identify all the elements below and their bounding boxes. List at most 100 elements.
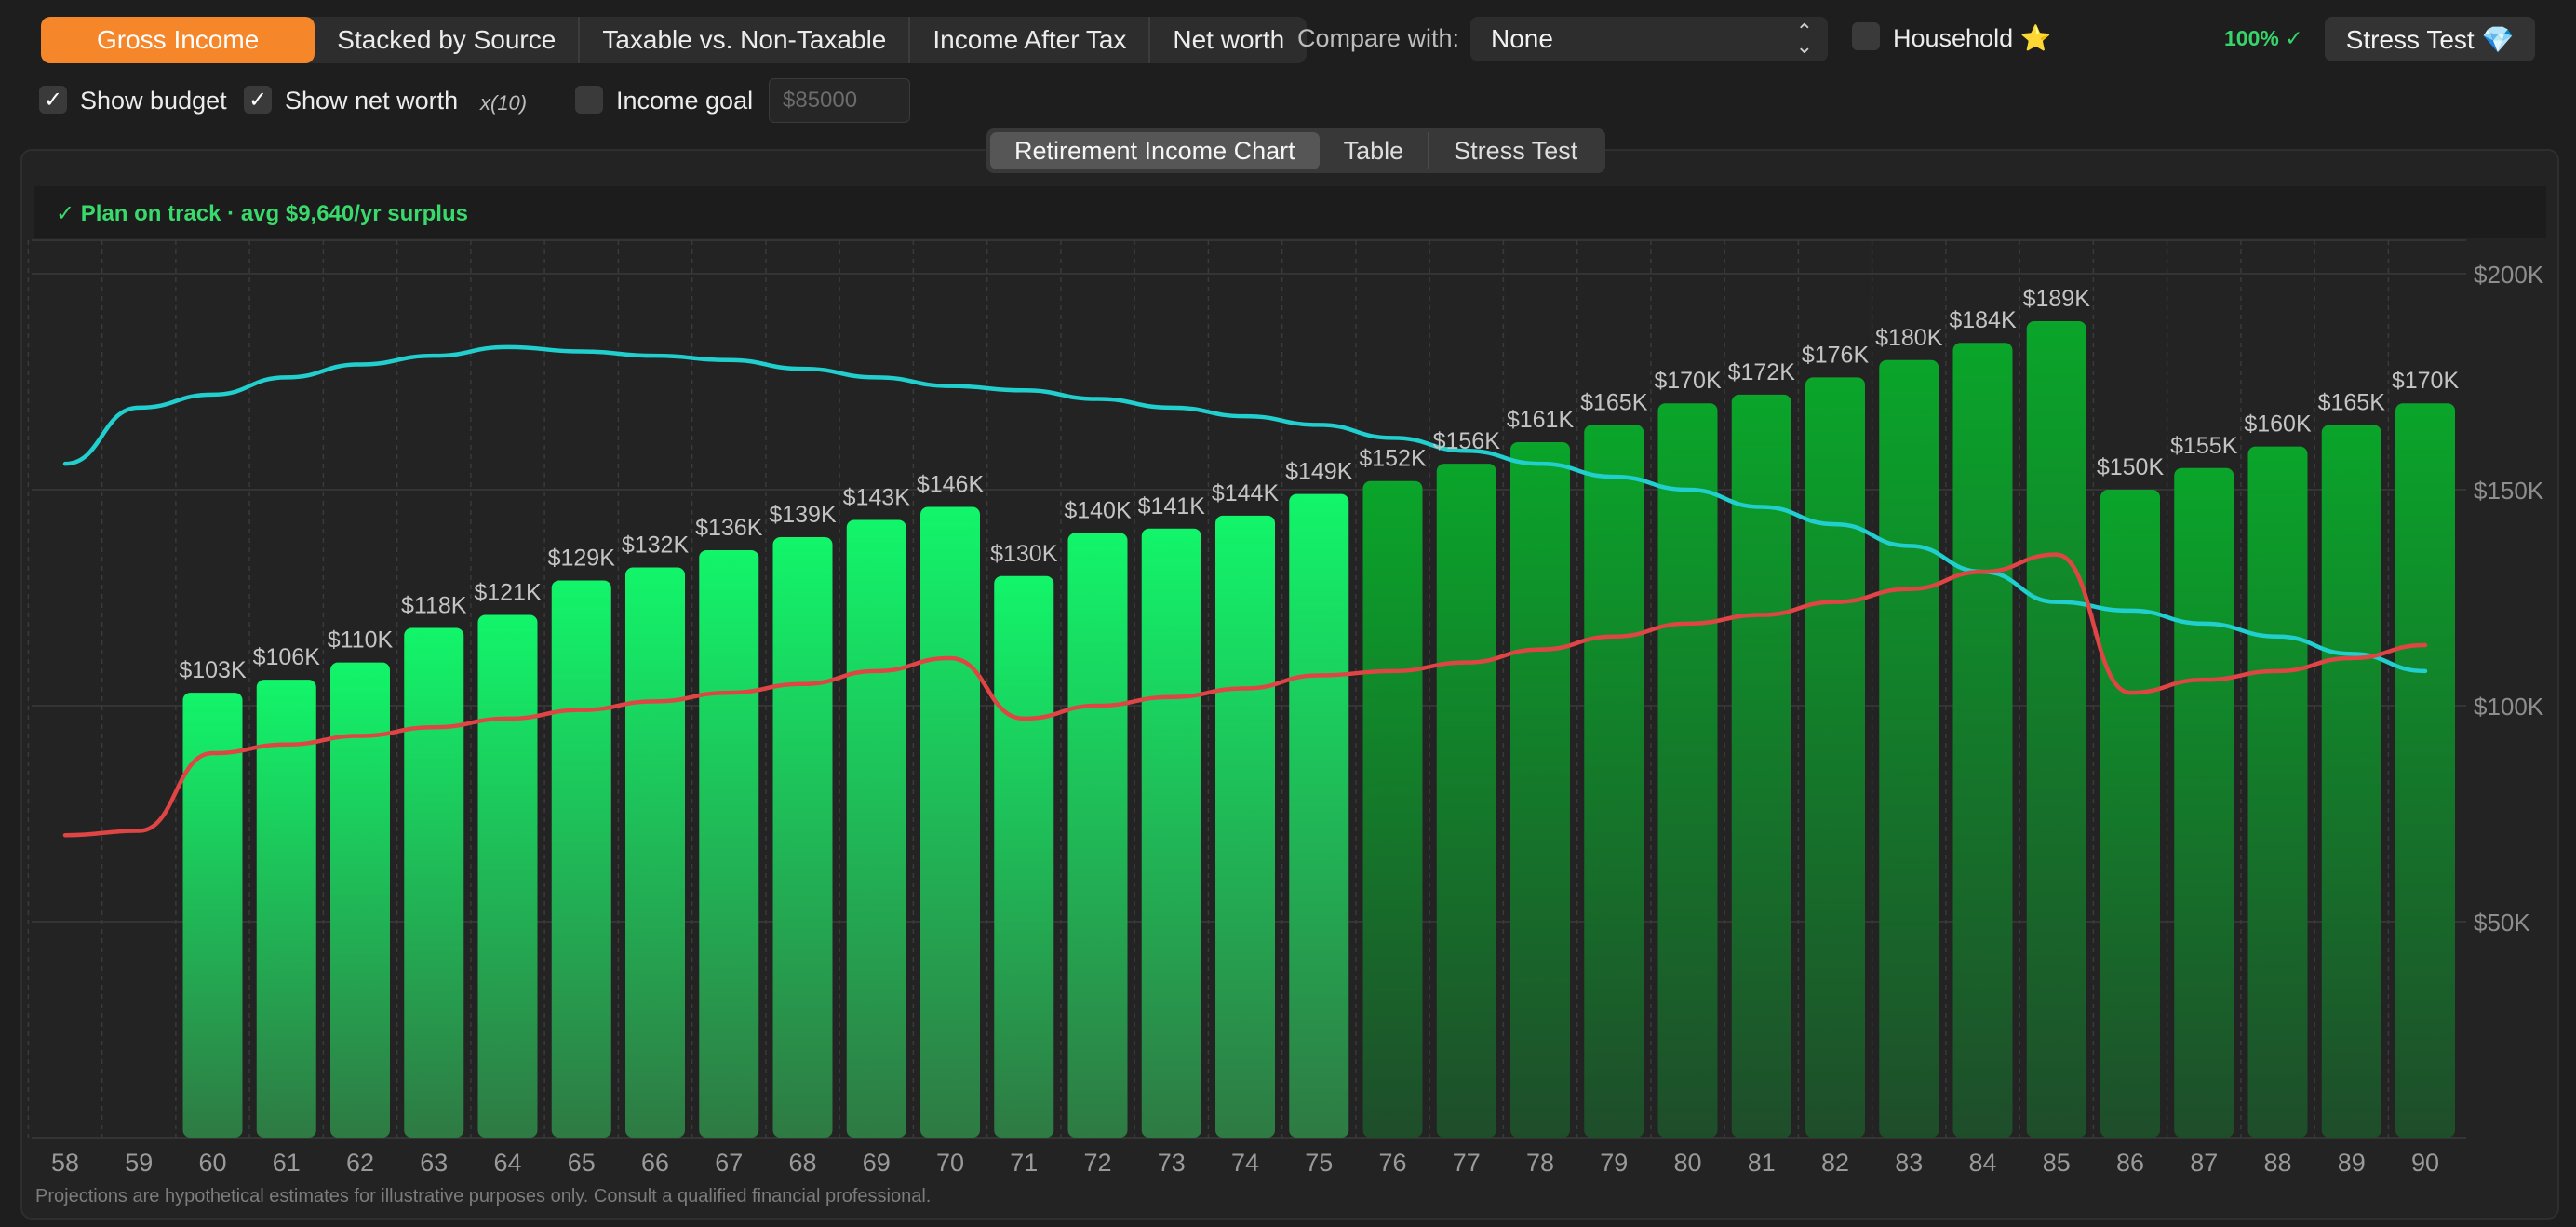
x-tick-label: 61 <box>273 1149 301 1177</box>
bar-value-label: $140K <box>1064 497 1132 523</box>
household-label: Household ⭐ <box>1893 24 2052 52</box>
x-tick-label: 67 <box>715 1149 743 1177</box>
x-tick-label: 86 <box>2116 1149 2144 1177</box>
tab-retirement-income-chart[interactable]: Retirement Income Chart <box>990 132 1320 169</box>
bar-value-label: $146K <box>917 472 985 498</box>
x-tick-label: 80 <box>1673 1149 1701 1177</box>
net-worth-line <box>62 344 2428 674</box>
y-tick-label: $150K <box>2474 477 2544 505</box>
disclaimer: Projections are hypothetical estimates f… <box>35 1186 932 1207</box>
income-bar <box>2321 425 2381 1138</box>
income-goal-input[interactable]: $85000 <box>769 78 910 123</box>
bar-value-label: $155K <box>2170 433 2238 459</box>
income-bar <box>994 575 1054 1138</box>
show-budget-checkbox[interactable]: ✓ <box>39 86 67 114</box>
compare-value: None <box>1491 24 1553 53</box>
stress-test-button[interactable]: Stress Test 💎 <box>2325 17 2535 61</box>
income-bar <box>1879 359 1939 1138</box>
bar-value-label: $149K <box>1285 459 1353 485</box>
compare-select[interactable]: None ⌃ ⌄ <box>1470 17 1828 61</box>
view-selector: Gross Income Stacked by Source Taxable v… <box>41 17 1308 63</box>
x-tick-label: 69 <box>863 1149 891 1177</box>
x-tick-label: 77 <box>1453 1149 1481 1177</box>
bar-value-label: $144K <box>1212 480 1280 506</box>
x-tick-label: 75 <box>1305 1149 1333 1177</box>
bar-value-label: $118K <box>401 592 467 618</box>
x-tick-label: 87 <box>2190 1149 2218 1177</box>
x-tick-label: 68 <box>788 1149 816 1177</box>
y-tick-label: $200K <box>2474 261 2544 289</box>
tab-stacked-by-source[interactable]: Stacked by Source <box>315 17 581 63</box>
bar-value-label: $121K <box>474 580 542 606</box>
show-budget-label: Show budget <box>80 87 227 115</box>
bar-value-label: $170K <box>2392 368 2460 394</box>
tab-income-after-tax[interactable]: Income After Tax <box>910 17 1151 63</box>
income-bar <box>2247 446 2308 1139</box>
income-bar <box>1805 377 1865 1138</box>
income-bar <box>1215 515 1275 1138</box>
x-tick-label: 73 <box>1158 1149 1186 1177</box>
income-bar <box>551 580 611 1138</box>
x-tick-label: 76 <box>1378 1149 1406 1177</box>
x-tick-label: 90 <box>2411 1149 2439 1177</box>
x-tick-label: 72 <box>1083 1149 1111 1177</box>
bar-value-label: $129K <box>548 545 616 571</box>
x-tick-label: 74 <box>1231 1149 1259 1177</box>
bar-value-label: $141K <box>1138 493 1206 519</box>
x-tick-label: 70 <box>936 1149 964 1177</box>
x-tick-label: 82 <box>1821 1149 1849 1177</box>
income-bar <box>330 662 390 1138</box>
y-tick-label: $100K <box>2474 693 2544 721</box>
income-goal-checkbox[interactable] <box>575 86 603 114</box>
income-bar <box>404 627 464 1138</box>
income-bar <box>1141 528 1201 1138</box>
income-bar <box>920 506 980 1138</box>
plan-score: 100% ✓ <box>2224 26 2303 50</box>
tab-table[interactable]: Table <box>1320 132 1430 169</box>
tab-stress-test[interactable]: Stress Test <box>1454 136 1578 165</box>
show-net-worth-checkbox[interactable]: ✓ <box>244 86 272 114</box>
bar-value-label: $189K <box>2023 286 2091 312</box>
status-bar <box>34 186 2546 238</box>
x-tick-label: 84 <box>1968 1149 1996 1177</box>
income-bar <box>772 537 833 1138</box>
bar-value-label: $160K <box>2244 411 2312 438</box>
bar-value-label: $106K <box>253 644 321 670</box>
compare-label: Compare with: <box>1297 24 1460 52</box>
x-tick-label: 81 <box>1748 1149 1776 1177</box>
tab-gross-income[interactable]: Gross Income <box>41 17 315 63</box>
x-tick-label: 78 <box>1526 1149 1554 1177</box>
tab-net-worth[interactable]: Net worth <box>1173 25 1285 54</box>
x-tick-label: 83 <box>1895 1149 1923 1177</box>
income-bar <box>1362 480 1423 1138</box>
bar-value-label: $170K <box>1654 368 1722 394</box>
show-net-worth-label: Show net worth <box>285 87 459 115</box>
bar-value-label: $139K <box>769 502 837 528</box>
tab-taxable-vs-non-taxable[interactable]: Taxable vs. Non-Taxable <box>580 17 911 63</box>
income-bar <box>256 680 316 1138</box>
income-bar <box>1657 403 1718 1138</box>
plan-status: ✓ Plan on track · avg $9,640/yr surplus <box>56 201 468 226</box>
bar-value-label: $130K <box>990 541 1058 567</box>
bar-value-label: $132K <box>622 533 690 559</box>
x-tick-label: 71 <box>1010 1149 1038 1177</box>
income-bar <box>625 567 685 1138</box>
x-tick-label: 89 <box>2338 1149 2366 1177</box>
income-bar <box>477 614 538 1138</box>
income-bar <box>1952 343 2013 1138</box>
budget-line <box>62 552 2428 838</box>
x-tick-label: 65 <box>568 1149 596 1177</box>
income-bar <box>699 549 759 1138</box>
income-bar <box>1731 394 1791 1138</box>
household-checkbox[interactable] <box>1852 22 1880 50</box>
income-bar <box>2174 467 2234 1138</box>
x-tick-label: 88 <box>2263 1149 2291 1177</box>
x-tick-label: 62 <box>346 1149 374 1177</box>
x-tick-label: 58 <box>51 1149 79 1177</box>
income-bar <box>1584 425 1644 1138</box>
bar-value-label: $180K <box>1875 325 1943 351</box>
bar-value-label: $110K <box>328 627 394 654</box>
bar-value-label: $152K <box>1359 446 1427 472</box>
income-bar <box>182 693 243 1138</box>
